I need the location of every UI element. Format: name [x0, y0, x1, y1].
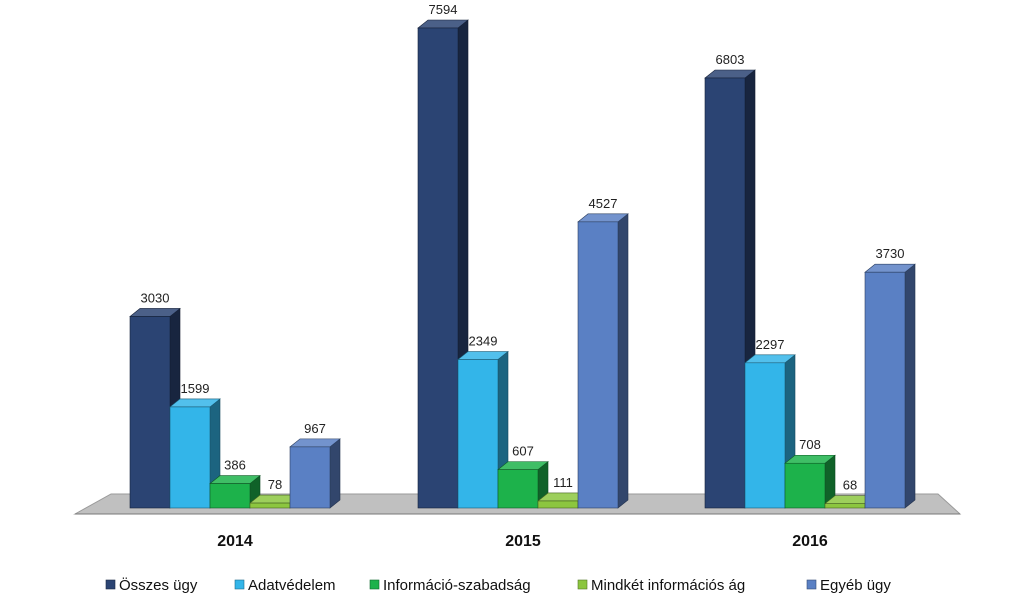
- value-label-2014-series-3: 78: [268, 477, 282, 492]
- legend-label-0: Összes ügy: [119, 576, 198, 594]
- legend-item-1: Adatvédelem: [234, 577, 336, 594]
- category-label-2015: 2015: [505, 533, 541, 550]
- category-label-2014: 2014: [217, 533, 253, 550]
- bar-2015-series-2: [497, 461, 549, 509]
- value-label-2015-series-2: 607: [512, 444, 534, 459]
- legend-label-3: Mindkét információs ág: [591, 577, 745, 594]
- bar-2016-series-2: [784, 454, 836, 509]
- value-label-2016-series-2: 708: [799, 437, 821, 452]
- legend-item-2: Információ-szabadság: [369, 577, 531, 594]
- value-label-2015-series-1: 2349: [469, 334, 498, 349]
- legend-swatch-1: [234, 579, 245, 590]
- legend-item-4: Egyéb ügy: [806, 577, 891, 594]
- category-label-2016: 2016: [792, 533, 828, 550]
- value-label-2015-series-0: 7594: [429, 2, 458, 17]
- legend-swatch-3: [577, 579, 588, 590]
- legend-label-4: Egyéb ügy: [820, 577, 891, 594]
- legend-label-2: Információ-szabadság: [383, 577, 531, 594]
- value-label-2014-series-0: 3030: [141, 290, 170, 305]
- bar-2015-series-1: [457, 350, 509, 509]
- bar-2016-series-4: [864, 263, 916, 509]
- legend-swatch-4: [806, 579, 817, 590]
- bar-2015-series-4: [577, 213, 629, 509]
- value-label-2015-series-3: 111: [553, 475, 573, 490]
- legend-item-3: Mindkét információs ág: [577, 577, 745, 594]
- value-label-2016-series-1: 2297: [756, 337, 785, 352]
- legend-label-1: Adatvédelem: [248, 577, 336, 594]
- legend-swatch-0: [105, 579, 116, 590]
- value-label-2014-series-2: 386: [224, 458, 246, 473]
- value-label-2016-series-0: 6803: [716, 52, 745, 67]
- bar-2014-series-4: [289, 438, 341, 509]
- value-label-2015-series-4: 4527: [589, 196, 618, 211]
- value-label-2016-series-3: 68: [843, 478, 857, 493]
- value-label-2014-series-1: 1599: [181, 381, 210, 396]
- legend-item-0: Összes ügy: [105, 576, 198, 594]
- legend-swatch-2: [369, 579, 380, 590]
- value-label-2014-series-4: 967: [304, 421, 326, 436]
- value-label-2016-series-4: 3730: [876, 246, 905, 261]
